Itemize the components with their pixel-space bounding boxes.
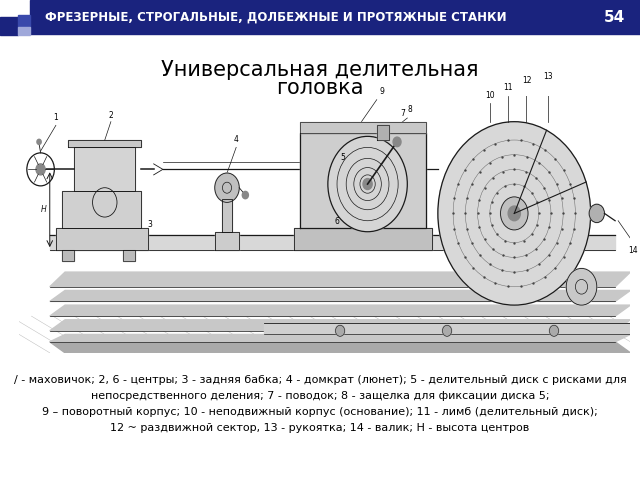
Circle shape [589,204,604,223]
Circle shape [438,122,591,305]
Text: 10: 10 [485,91,495,100]
Circle shape [36,164,45,175]
Text: 3: 3 [148,220,152,229]
Text: / - маховичок; 2, 6 - центры; 3 - задняя бабка; 4 - домкрат (люнет); 5 - делител: / - маховичок; 2, 6 - центры; 3 - задняя… [13,375,627,385]
Text: 7: 7 [401,109,406,118]
Polygon shape [74,147,135,192]
Circle shape [37,139,41,144]
Polygon shape [300,122,426,132]
Text: непосредственного деления; 7 - поводок; 8 - защелка для фиксации диска 5;: непосредственного деления; 7 - поводок; … [91,391,549,401]
Polygon shape [68,140,141,147]
Polygon shape [50,342,630,353]
Circle shape [508,206,520,221]
Polygon shape [50,272,630,287]
Polygon shape [50,305,630,316]
Text: головка: головка [276,78,364,98]
Text: 2: 2 [109,111,113,120]
Polygon shape [377,125,389,140]
Text: 13: 13 [543,72,553,81]
Bar [18,27,30,35]
Circle shape [393,137,401,147]
Polygon shape [264,324,630,335]
Polygon shape [294,228,432,250]
Polygon shape [50,290,630,301]
Text: 11: 11 [504,84,513,92]
Polygon shape [62,192,141,228]
Text: 9 – поворотный корпус; 10 - неподвижный корпус (основание); 11 - лимб (делительн: 9 – поворотный корпус; 10 - неподвижный … [42,407,598,417]
Bar [0,17,18,35]
Text: 4: 4 [234,135,239,144]
Bar [18,15,30,27]
Polygon shape [223,199,232,232]
Text: 12 ~ раздвижной сектор, 13 - рукоятка; 14 - валик; Н - высота центров: 12 ~ раздвижной сектор, 13 - рукоятка; 1… [110,423,530,433]
Text: H: H [41,205,47,214]
Polygon shape [50,320,630,331]
Circle shape [549,325,559,336]
Text: 9: 9 [380,87,385,96]
Polygon shape [56,228,148,250]
Polygon shape [50,335,630,342]
Text: 5: 5 [340,153,346,162]
Circle shape [328,136,407,232]
Text: 8: 8 [408,105,413,114]
Circle shape [363,179,372,190]
Text: Универсальная делительная: Универсальная делительная [161,60,479,80]
Bar [30,0,640,34]
Circle shape [566,268,596,305]
Text: 1: 1 [54,113,58,122]
Circle shape [243,192,248,199]
Text: 14: 14 [628,246,638,255]
Text: ФРЕЗЕРНЫЕ, СТРОГАЛЬНЫЕ, ДОЛБЕЖНЫЕ И ПРОТЯЖНЫЕ СТАНКИ: ФРЕЗЕРНЫЕ, СТРОГАЛЬНЫЕ, ДОЛБЕЖНЫЕ И ПРОТ… [45,11,507,24]
Circle shape [215,173,239,203]
Polygon shape [300,132,426,228]
Polygon shape [50,235,615,250]
Text: 12: 12 [522,76,531,85]
Circle shape [500,197,528,230]
Text: 6: 6 [335,217,339,226]
Polygon shape [123,250,135,261]
Circle shape [335,325,345,336]
Text: 54: 54 [604,10,625,24]
Circle shape [442,325,452,336]
Polygon shape [215,232,239,250]
Polygon shape [62,250,74,261]
